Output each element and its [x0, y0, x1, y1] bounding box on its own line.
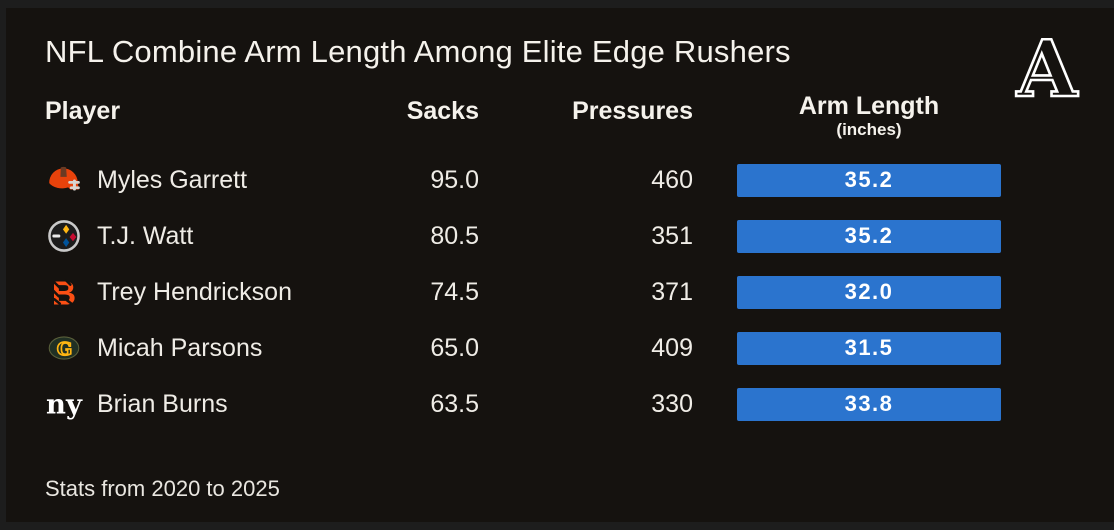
- pressures-value: 330: [651, 389, 693, 418]
- player-name: Myles Garrett: [97, 165, 248, 194]
- stats-table: Player Sacks Pressures Arm Length (inche…: [45, 92, 1075, 432]
- arm-length-cell: 35.2: [693, 219, 1001, 253]
- svg-text:ny: ny: [46, 389, 83, 421]
- arm-length-bar: 35.2: [737, 219, 1001, 253]
- header-sacks: Sacks: [406, 97, 479, 125]
- steelers-logo-icon: [45, 217, 83, 255]
- table-row: T.J. Watt 80.5 351 35.2: [45, 208, 1075, 264]
- arm-length-bar: 31.5: [737, 331, 1001, 365]
- header-pressures: Pressures: [572, 97, 693, 125]
- browns-helmet-icon: [45, 161, 83, 199]
- arm-length-bar: 35.2: [737, 163, 1001, 197]
- sacks-value: 80.5: [430, 221, 479, 250]
- giants-logo-icon: ny: [45, 385, 83, 423]
- player-cell: Myles Garrett: [45, 161, 397, 199]
- arm-length-cell: 33.8: [693, 387, 1001, 421]
- player-cell: T.J. Watt: [45, 217, 397, 255]
- sacks-value: 95.0: [430, 165, 479, 194]
- header-player: Player: [45, 97, 121, 125]
- arm-length-bar: 32.0: [737, 275, 1001, 309]
- player-cell: ny Brian Burns: [45, 385, 397, 423]
- sacks-value: 65.0: [430, 333, 479, 362]
- arm-length-cell: 35.2: [693, 163, 1001, 197]
- source-note: Stats from 2020 to 2025: [45, 476, 280, 501]
- pressures-value: 371: [651, 277, 693, 306]
- pressures-value: 351: [651, 221, 693, 250]
- svg-text:G: G: [57, 339, 72, 360]
- table-row: Myles Garrett 95.0 460 35.2: [45, 152, 1075, 208]
- svg-text:A: A: [1016, 24, 1079, 108]
- header-arm-length: Arm Length (inches): [737, 93, 1001, 139]
- bengals-logo-icon: B: [45, 273, 83, 311]
- sacks-value: 74.5: [430, 277, 479, 306]
- table-row: G Micah Parsons 65.0 409 31.5: [45, 320, 1075, 376]
- pressures-value: 409: [651, 333, 693, 362]
- packers-logo-icon: G: [45, 329, 83, 367]
- arm-length-bar: 33.8: [737, 387, 1001, 421]
- player-name: Micah Parsons: [97, 333, 263, 362]
- table-row: B Trey Hendrickson 74.5 371 32.0: [45, 264, 1075, 320]
- player-name: Trey Hendrickson: [97, 277, 292, 306]
- arm-length-cell: 31.5: [693, 331, 1001, 365]
- arm-length-cell: 32.0: [693, 275, 1001, 309]
- header-arm-length-label: Arm Length: [798, 92, 940, 120]
- pressures-value: 460: [651, 165, 693, 194]
- table-header-row: Player Sacks Pressures Arm Length (inche…: [45, 92, 1075, 152]
- page-title: NFL Combine Arm Length Among Elite Edge …: [45, 34, 791, 69]
- sacks-value: 63.5: [430, 389, 479, 418]
- player-cell: B Trey Hendrickson: [45, 273, 397, 311]
- table-row: ny Brian Burns 63.5 330 33.8: [45, 376, 1075, 432]
- infographic-card: NFL Combine Arm Length Among Elite Edge …: [6, 8, 1114, 522]
- header-arm-length-unit: (inches): [836, 120, 902, 140]
- the-athletic-logo: A: [1014, 23, 1080, 108]
- player-name: Brian Burns: [97, 389, 228, 418]
- player-name: T.J. Watt: [97, 221, 194, 250]
- player-cell: G Micah Parsons: [45, 329, 397, 367]
